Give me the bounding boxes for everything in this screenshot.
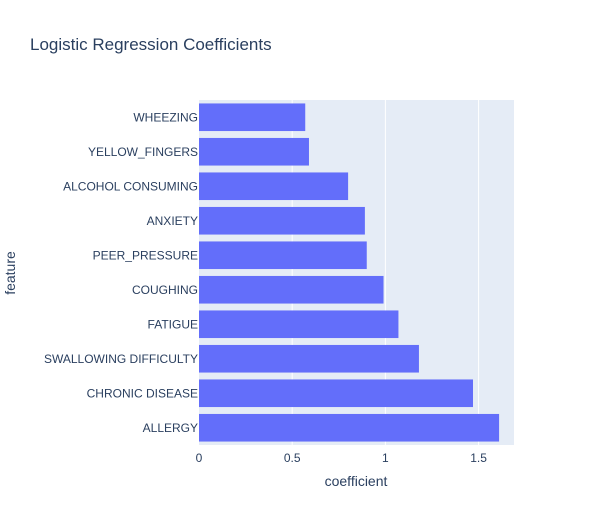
y-tick-label: YELLOW_FINGERS — [88, 145, 198, 159]
y-tick-label: ALCOHOL CONSUMING — [63, 179, 198, 193]
y-tick-label: PEER_PRESSURE — [93, 248, 198, 262]
bar[interactable] — [199, 206, 365, 235]
y-tick-label: WHEEZING — [133, 110, 198, 124]
y-tick-label: ALLERGY — [143, 421, 198, 435]
x-tick-labels: 0 0.5 1 1.5 — [196, 451, 488, 465]
bar[interactable] — [199, 275, 384, 304]
chart-title: Logistic Regression Coefficients — [30, 35, 272, 54]
bar[interactable] — [199, 172, 349, 201]
bar[interactable] — [199, 310, 399, 339]
bar[interactable] — [199, 413, 500, 442]
bar[interactable] — [199, 103, 306, 132]
x-tick-label: 1 — [382, 451, 389, 465]
bars — [199, 103, 500, 442]
y-tick-label: COUGHING — [132, 283, 198, 297]
y-tick-labels: WHEEZING YELLOW_FINGERS ALCOHOL CONSUMING A… — [44, 110, 198, 435]
y-tick-label: CHRONIC DISEASE — [87, 386, 198, 400]
bar[interactable] — [199, 241, 367, 270]
y-tick-label: FATIGUE — [148, 317, 198, 331]
y-axis-title: feature — [2, 251, 18, 295]
x-tick-label: 1.5 — [470, 451, 487, 465]
x-tick-label: 0.5 — [284, 451, 301, 465]
bar[interactable] — [199, 137, 309, 166]
y-tick-label: ANXIETY — [147, 214, 198, 228]
x-axis-title: coefficient — [325, 473, 388, 489]
bar[interactable] — [199, 344, 419, 373]
bar[interactable] — [199, 379, 473, 408]
x-tick-label: 0 — [196, 451, 203, 465]
y-tick-label: SWALLOWING DIFFICULTY — [44, 352, 198, 366]
